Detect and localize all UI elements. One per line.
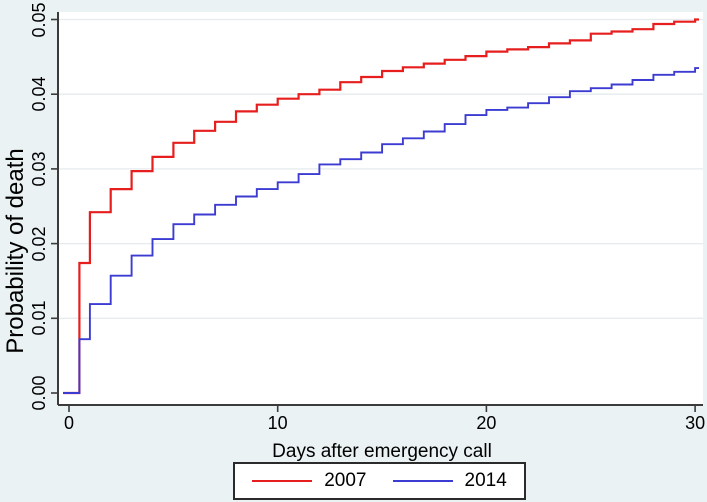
- y-tick-label: 0.04: [29, 76, 49, 112]
- x-axis-title: Days after emergency call: [272, 441, 492, 462]
- series-line-2007: [63, 18, 699, 395]
- legend-label-2007: 2007: [324, 470, 367, 491]
- legend: 2007 2014: [233, 462, 526, 500]
- plot-area: [58, 12, 703, 405]
- y-tick-label: 0.03: [29, 151, 49, 187]
- y-tick-label: 0.00: [29, 375, 49, 411]
- legend-line-2007: [252, 480, 313, 482]
- x-tick-label: 0: [63, 413, 75, 433]
- x-tick-label: 30: [685, 413, 706, 433]
- legend-line-2014: [392, 480, 453, 482]
- series-line-2014: [63, 67, 699, 394]
- y-tick-label: 0.05: [29, 1, 49, 38]
- y-tick-label: 0.02: [29, 226, 49, 262]
- y-axis-title: Probability of death: [2, 148, 29, 354]
- x-tick-label: 10: [267, 413, 288, 433]
- legend-label-2014: 2014: [464, 470, 507, 491]
- x-tick-label: 20: [476, 413, 497, 433]
- y-tick-label: 0.01: [29, 300, 49, 336]
